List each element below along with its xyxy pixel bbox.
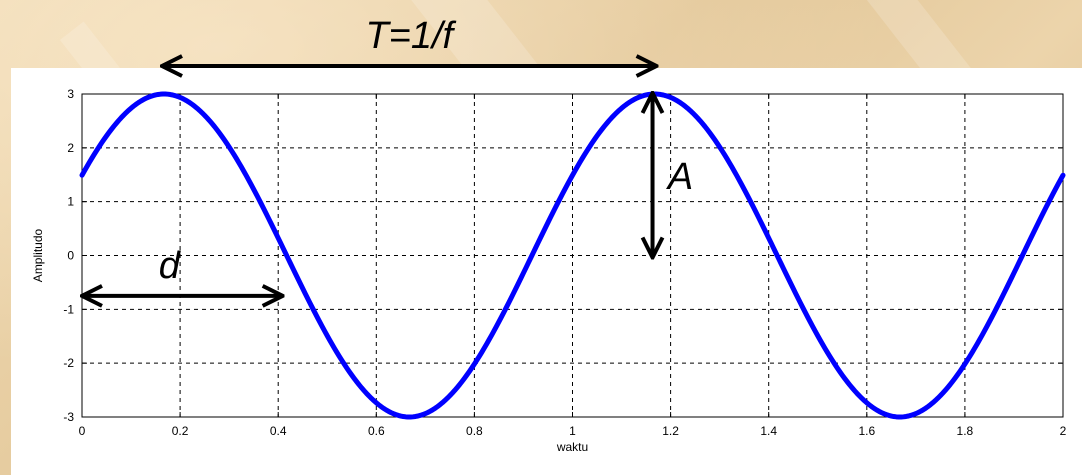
y-tick-label: 1 [67, 195, 74, 209]
x-tick-label: 0.2 [172, 424, 189, 438]
x-tick-label: 1.4 [760, 424, 777, 438]
x-tick-label: 0.8 [466, 424, 483, 438]
figure-panel [11, 68, 1082, 475]
y-tick-label: 2 [67, 141, 74, 155]
period-annotation: T=1/f [365, 15, 456, 57]
series-line-sine [79, 91, 1066, 420]
y-tick-label: 3 [67, 87, 74, 101]
x-tick-labels: 0 0.2 0.4 0.6 0.8 1 1.2 1.4 1.6 1.8 2 [79, 424, 1067, 438]
y-tick-label: -2 [63, 356, 74, 370]
delay-annotation: d [159, 245, 182, 287]
amplitude-annotation: A [666, 156, 693, 198]
x-tick-label: 0.6 [368, 424, 385, 438]
x-tick-label: 1 [569, 424, 576, 438]
x-axis-label: waktu [556, 440, 588, 454]
y-tick-label: -1 [63, 302, 74, 316]
y-axis-label: Amplitudo [31, 229, 45, 283]
x-tick-label: 2 [1060, 424, 1067, 438]
grid-lines [81, 93, 1064, 418]
x-tick-label: 1.2 [662, 424, 679, 438]
x-tick-label: 1.8 [957, 424, 974, 438]
y-tick-label: 0 [67, 249, 74, 263]
axis-ticks [81, 93, 1064, 418]
x-tick-label: 0 [79, 424, 86, 438]
x-tick-label: 0.4 [270, 424, 287, 438]
x-tick-label: 1.6 [858, 424, 875, 438]
y-tick-label: -3 [63, 410, 74, 424]
y-tick-labels: 3 2 1 0 -1 -2 -3 [63, 87, 74, 424]
